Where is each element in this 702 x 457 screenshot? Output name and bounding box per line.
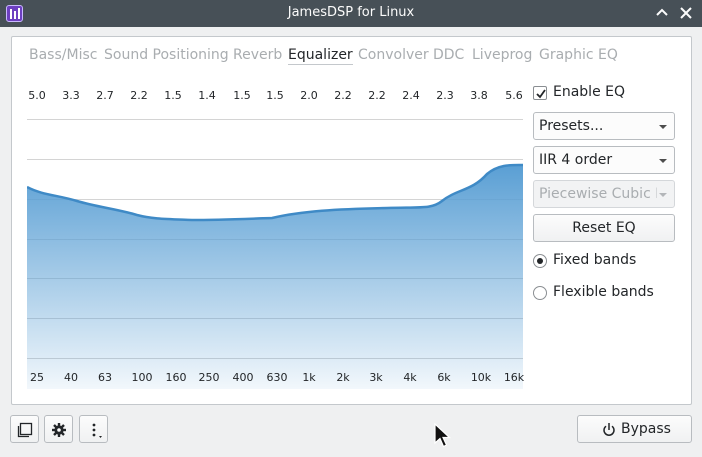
band-gain[interactable]: 1.5 <box>164 89 182 102</box>
band-gain[interactable]: 1.5 <box>233 89 251 102</box>
interpolation-combo: Piecewise Cubic H <box>533 180 675 208</box>
band-freq: 63 <box>98 371 112 384</box>
band-gain[interactable]: 3.3 <box>62 89 80 102</box>
tab-liveprog[interactable]: Liveprog <box>472 47 533 63</box>
settings-button[interactable] <box>44 415 73 443</box>
band-gain[interactable]: 2.3 <box>436 89 454 102</box>
presets-combo[interactable]: Presets... <box>533 112 675 140</box>
band-freq: 40 <box>64 371 78 384</box>
band-freq: 100 <box>131 371 153 384</box>
band-freq: 160 <box>165 371 187 384</box>
checkbox-box[interactable] <box>533 86 547 100</box>
band-freq: 400 <box>232 371 254 384</box>
tab-graphic-eq[interactable]: Graphic EQ <box>539 47 618 63</box>
more-vertical-icon <box>92 423 102 438</box>
radio-button[interactable] <box>533 254 547 268</box>
eq-response-graph[interactable] <box>27 119 523 389</box>
band-gain[interactable]: 1.4 <box>198 89 216 102</box>
checkmark-icon <box>536 89 546 99</box>
close-icon <box>680 7 692 19</box>
eq-curve-fill <box>27 164 523 389</box>
band-gain[interactable]: 2.2 <box>334 89 352 102</box>
presets-combo-value: Presets... <box>539 118 604 134</box>
band-freq: 250 <box>198 371 220 384</box>
window-icon <box>17 422 33 438</box>
window-title: JamesDSP for Linux <box>287 5 415 20</box>
band-gain[interactable]: 3.8 <box>470 89 488 102</box>
band-gain[interactable]: 2.2 <box>368 89 386 102</box>
band-freq: 25 <box>30 371 44 384</box>
band-gain[interactable]: 1.5 <box>266 89 284 102</box>
dropdown-arrow-icon <box>659 193 667 197</box>
reset-eq-button[interactable]: Reset EQ <box>533 214 675 242</box>
flexible-bands-label: Flexible bands <box>553 284 654 300</box>
title-bar: JamesDSP for Linux <box>0 0 702 27</box>
radio-button[interactable] <box>533 286 547 300</box>
band-freq: 630 <box>266 371 288 384</box>
mouse-cursor-icon <box>434 422 452 448</box>
gear-icon <box>52 423 66 437</box>
enable-eq-label: Enable EQ <box>553 84 626 100</box>
dropdown-arrow-icon <box>659 125 667 129</box>
chevron-up-icon <box>656 8 668 16</box>
fixed-bands-label: Fixed bands <box>553 252 637 268</box>
band-gain[interactable]: 5.6 <box>505 89 523 102</box>
band-freq: 16k <box>503 371 525 384</box>
tab-sound-positioning[interactable]: Sound Positioning <box>104 47 229 63</box>
maximize-button[interactable] <box>652 3 672 23</box>
tab-equalizer[interactable]: Equalizer <box>288 47 353 65</box>
interpolation-combo-value: Piecewise Cubic H <box>539 186 657 202</box>
more-menu-button[interactable] <box>79 415 108 443</box>
close-button[interactable] <box>676 3 696 23</box>
eq-curve-line <box>27 163 523 222</box>
band-freq: 2k <box>336 371 350 384</box>
band-freq: 3k <box>369 371 383 384</box>
filter-order-combo[interactable]: IIR 4 order <box>533 146 675 174</box>
band-gain[interactable]: 2.0 <box>300 89 318 102</box>
band-freq: 4k <box>403 371 417 384</box>
tab-reverb[interactable]: Reverb <box>233 47 283 63</box>
band-freq: 1k <box>302 371 316 384</box>
band-freq: 6k <box>437 371 451 384</box>
bypass-label: Bypass <box>621 421 671 437</box>
radio-selected-dot <box>537 258 543 264</box>
tab-convolver[interactable]: Convolver <box>358 47 429 63</box>
tab-bass-misc[interactable]: Bass/Misc <box>29 47 98 63</box>
dropdown-arrow-icon <box>659 159 667 163</box>
band-freq: 10k <box>470 371 492 384</box>
bypass-button[interactable]: Bypass <box>577 415 692 443</box>
filter-order-combo-value: IIR 4 order <box>539 152 613 168</box>
band-gain[interactable]: 2.4 <box>402 89 420 102</box>
main-panel: Bass/Misc Sound Positioning Reverb Equal… <box>11 36 692 405</box>
power-icon <box>603 423 615 436</box>
tab-ddc[interactable]: DDC <box>433 47 465 63</box>
equalizer-app-icon[interactable] <box>6 5 23 22</box>
band-gain[interactable]: 5.0 <box>28 89 46 102</box>
window-toggle-button[interactable] <box>10 415 39 443</box>
band-gain[interactable]: 2.2 <box>130 89 148 102</box>
band-gain[interactable]: 2.7 <box>96 89 114 102</box>
